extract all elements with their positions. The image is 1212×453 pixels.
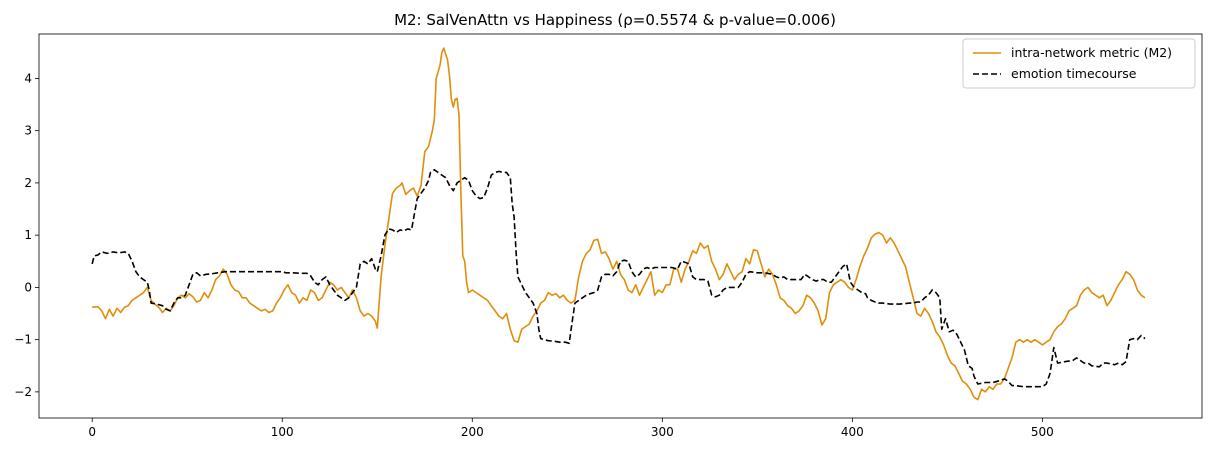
y-tick-label: 3: [24, 124, 32, 138]
y-tick-label: 2: [24, 176, 32, 190]
x-tick-label: 500: [1031, 425, 1054, 439]
y-tick-label: 0: [24, 280, 32, 294]
x-tick-label: 100: [271, 425, 294, 439]
x-tick-label: 300: [651, 425, 674, 439]
x-tick-label: 200: [461, 425, 484, 439]
legend-box: [962, 38, 1196, 89]
legend: intra-network metric (M2) emotion timeco…: [962, 38, 1196, 89]
y-tick-label: −1: [14, 333, 32, 347]
y-tick-label: −2: [14, 385, 32, 399]
chart-title: M2: SalVenAttn vs Happiness (ρ=0.5574 & …: [394, 11, 836, 29]
y-tick-label: 4: [24, 71, 32, 85]
legend-label-intra-network: intra-network metric (M2): [1011, 45, 1172, 60]
plot-frame: [38, 33, 1203, 419]
y-tick-label: 1: [24, 228, 32, 242]
x-tick-label: 400: [841, 425, 864, 439]
plot-area: [91, 47, 1146, 401]
series-line-0: [92, 47, 1146, 401]
legend-label-emotion: emotion timecourse: [1011, 66, 1137, 81]
series-line-1: [91, 169, 1146, 388]
x-tick-label: 0: [88, 425, 96, 439]
